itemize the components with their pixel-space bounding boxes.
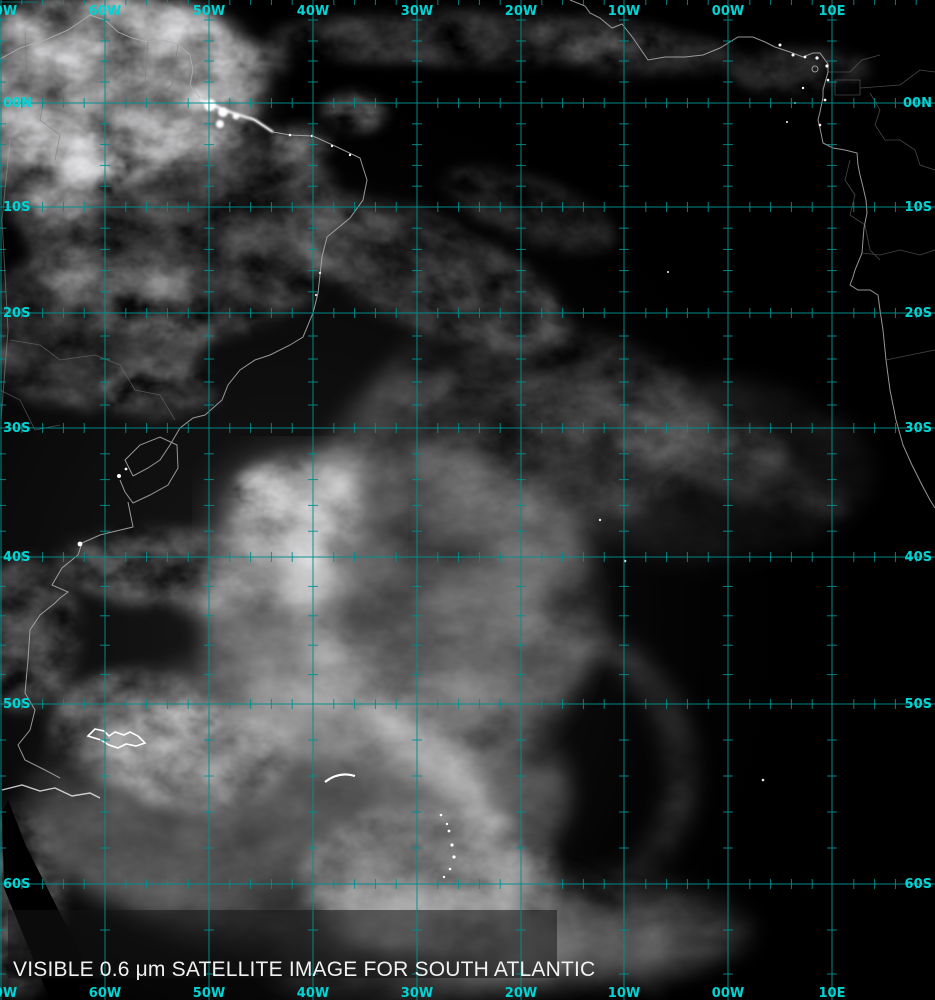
caption-title: VISIBLE 0.6 μm SATELLITE IMAGE FOR SOUTH… [13, 958, 596, 981]
lon-label-bottom-70w: 70W [0, 986, 17, 1000]
tierra-del-fuego-coast [1, 784, 101, 799]
caption-box [8, 910, 557, 978]
pacific-coast-left-edge [0, 139, 11, 421]
lon-label-top-70w: 70W [0, 4, 17, 19]
lon-label-top-10w: 10W [608, 4, 640, 19]
bright-features-layer [77, 43, 830, 879]
lon-label-top-40w: 40W [297, 4, 329, 19]
bioko-island [811, 65, 819, 73]
lat-label-right-30s: 30S [905, 421, 932, 436]
lat-label-left-40s: 40S [3, 550, 30, 565]
lon-label-top-60w: 60W [89, 4, 121, 19]
cloud-cell-chain [439, 813, 456, 879]
south-america-north-coast [0, 14, 201, 99]
lon-label-bottom-50w: 50W [193, 986, 225, 1000]
lat-label-right-50s: 50S [905, 697, 932, 712]
lat-label-right-20s: 20S [905, 306, 932, 321]
coastline-layer [0, 0, 935, 799]
lat-label-right-10s: 10S [905, 200, 932, 215]
bright-cloud-arc [324, 773, 356, 783]
falkland-islands [86, 728, 147, 749]
lon-label-top-30w: 30W [401, 4, 433, 19]
lon-label-bottom-20w: 20W [505, 986, 537, 1000]
lat-label-right-40s: 40S [905, 550, 932, 565]
lat-label-left-20s: 20S [3, 306, 30, 321]
caption: VISIBLE 0.6 μm SATELLITE IMAGE FOR SOUTH… [13, 915, 595, 1000]
lat-label-left-10s: 10S [3, 200, 30, 215]
lon-label-top-20w: 20W [505, 4, 537, 19]
lat-label-left-50s: 50S [3, 697, 30, 712]
lat-label-right-60s: 60S [905, 877, 932, 892]
uruguay-coast [119, 436, 179, 504]
lon-label-bottom-30w: 30W [401, 986, 433, 1000]
lon-label-bottom-40w: 40W [297, 986, 329, 1000]
lat-label-left-60s: 60S [3, 877, 30, 892]
lon-label-bottom-10e: 10E [819, 986, 846, 1000]
lon-label-bottom-60w: 60W [89, 986, 121, 1000]
africa-west-coast [569, 0, 935, 509]
argentina-coast [17, 501, 134, 779]
lat-label-right-00n: 00N [903, 96, 932, 111]
lon-label-top-50w: 50W [193, 4, 225, 19]
brazil-east-coast [132, 116, 368, 477]
lat-label-left-00n: 00N [3, 96, 32, 111]
lon-label-top-00w: 00W [712, 4, 744, 19]
lat-label-left-30s: 30S [3, 421, 30, 436]
lon-label-bottom-00w: 00W [712, 986, 744, 1000]
lon-label-bottom-10w: 10W [608, 986, 640, 1000]
lon-label-top-10e: 10E [819, 4, 846, 19]
